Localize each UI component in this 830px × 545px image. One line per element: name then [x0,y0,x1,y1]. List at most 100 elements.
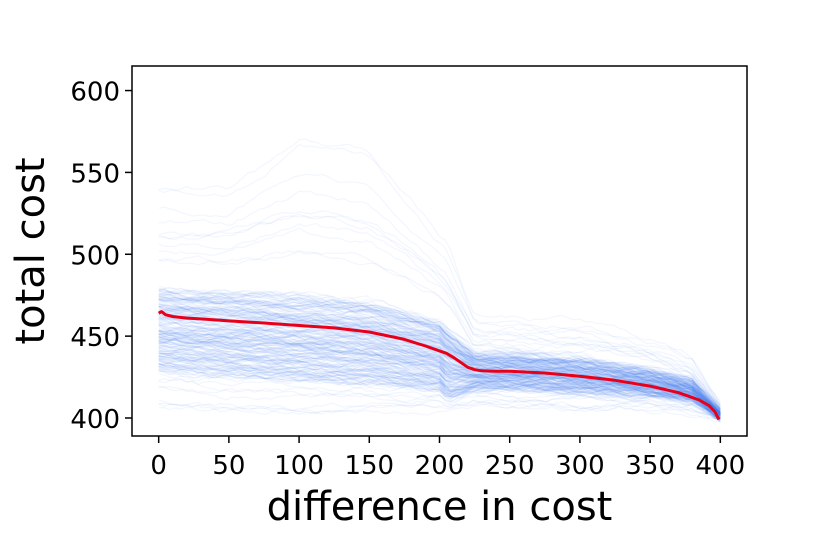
trace-line [158,297,721,408]
trace-line [158,222,721,407]
trace-line [158,295,721,414]
trace-line [158,309,721,410]
trace-line [158,288,721,414]
trace-line [158,305,721,413]
trace-line [158,295,721,417]
trace-line [158,362,721,420]
trace-line [158,367,721,422]
trace-line [158,364,721,417]
trace-line [158,295,721,409]
trace-line [158,290,721,412]
trace-line [158,340,721,419]
trace-line [158,316,721,414]
trace-line [158,348,721,411]
trace-line [158,361,721,421]
trace-line [158,316,721,414]
trace-line [158,355,721,420]
trace-line [158,293,721,415]
y-tick-label: 500 [70,241,120,271]
x-tick-label: 50 [212,451,245,481]
x-tick-label: 300 [555,451,605,481]
trace-line [158,313,721,415]
trace-line [158,295,721,413]
trace-line [158,342,721,414]
trace-line [158,363,721,419]
trace-line [158,338,721,421]
trace-line [158,303,721,413]
trace-line [158,313,721,413]
trace-line [158,305,721,413]
x-tick-label: 150 [344,451,394,481]
trace-line [158,311,721,416]
trace-line [158,364,721,419]
trace-line [158,364,721,414]
y-tick-label: 400 [70,405,120,435]
trace-line [158,295,721,416]
x-tick-label: 200 [415,451,465,481]
trace-line [158,370,721,420]
trace-line [158,301,721,412]
trace-line [158,355,721,420]
trace-line [158,294,721,411]
trace-line [158,350,721,418]
trace-line [158,349,721,418]
trace-line [158,324,721,410]
trace-line [158,311,721,420]
trace-line [158,339,721,415]
trace-line [158,345,721,423]
x-tick-label: 0 [150,451,167,481]
trace-line [158,349,721,419]
trace-line [158,303,721,411]
trace-line [158,312,721,413]
trace-line [158,317,721,413]
trace-line [158,306,721,415]
trace-line [158,359,721,417]
trace-line [158,290,721,411]
trace-line [158,355,721,418]
trace-line [158,297,721,412]
trace-line [158,215,721,406]
trace-line [158,331,721,417]
trace-line [158,357,721,415]
mean-line [157,310,721,421]
trace-line [158,305,721,411]
trace-line [158,378,721,422]
trace-line [158,143,721,404]
trace-line [158,336,721,423]
trace-line [158,306,721,416]
trace-line [158,399,721,419]
trace-line [158,173,721,402]
trace-line [158,341,721,419]
trace-line [158,288,721,415]
trace-line [158,332,721,413]
trace-line [158,292,721,410]
trace-line [158,322,721,416]
trace-line [158,340,721,422]
trace-line [158,342,721,416]
y-tick-label: 450 [70,323,120,353]
trace-line [158,303,721,416]
trace-line [158,336,721,415]
trace-line [158,337,721,415]
trace-line [158,227,721,408]
trace-line [158,329,721,413]
x-tick-label: 100 [274,451,324,481]
trace-line [158,298,721,415]
trace-line [158,305,721,413]
trace-line [158,305,721,410]
trace-line [158,356,721,420]
trace-line [158,372,721,421]
trace-line [158,303,721,415]
trace-line [158,367,721,421]
trace-line [158,250,721,406]
trace-line [158,362,721,420]
trace-line [158,299,721,412]
trace-line [158,325,721,413]
trace-line [158,308,721,415]
trace-line [158,190,721,406]
trace-line [158,335,721,417]
trace-line [158,352,721,420]
trace-line [158,359,721,420]
trace-line [158,348,721,417]
